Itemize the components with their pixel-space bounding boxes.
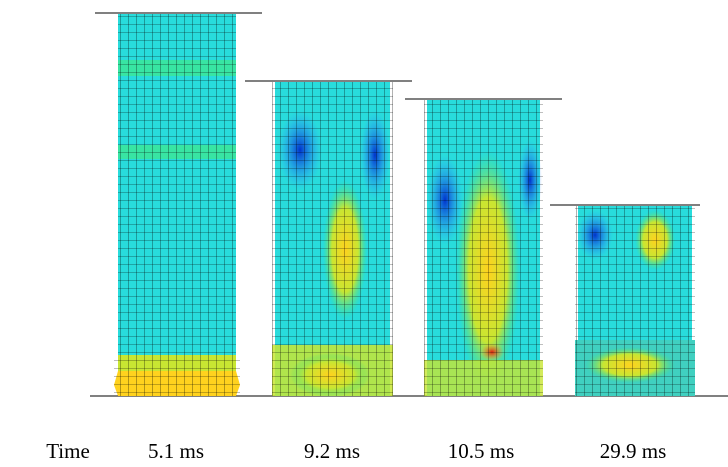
tube-1 [95,12,262,396]
tube-3 [405,98,562,396]
frame-label: 10.5 ms [448,439,515,463]
tube-2 [245,80,412,397]
frame-label: 29.9 ms [600,439,667,463]
tube-4 [550,204,700,396]
time-label: Time [46,439,90,463]
frame-label: 5.1 ms [148,439,204,463]
frame-label: 9.2 ms [304,439,360,463]
